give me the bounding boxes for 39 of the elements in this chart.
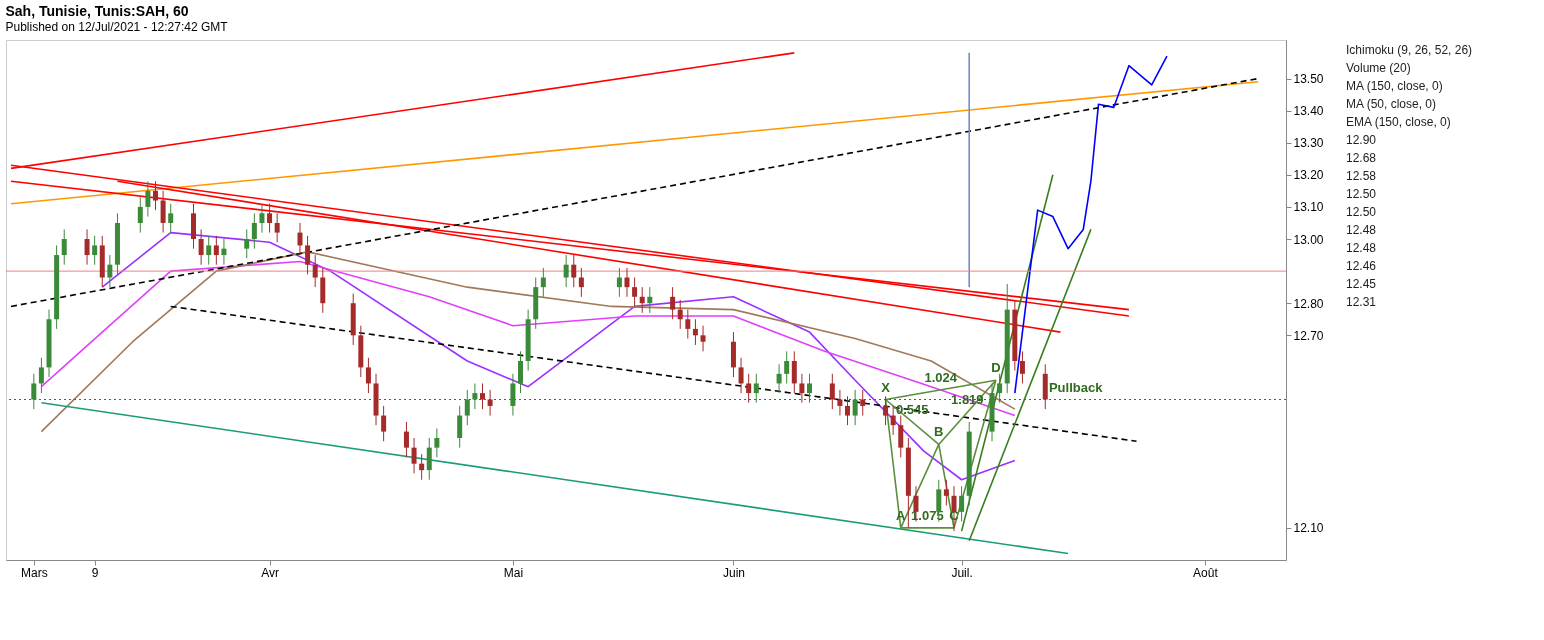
y-tick-label: 13.30: [1293, 136, 1324, 151]
x-tick-label: Mars: [20, 565, 48, 580]
annotation: B: [934, 424, 944, 440]
annotation: D: [991, 360, 1001, 376]
annotation: X: [881, 379, 891, 395]
y-tick-label: 13.20: [1293, 168, 1324, 183]
chart-title: Sah, Tunisie, Tunis:SAH, 60: [5, 3, 189, 20]
text: MA (150, close, 0): [1346, 79, 1443, 93]
text: Ichimoku (9, 26, 52, 26): [1346, 43, 1473, 57]
text: 12.31: [1346, 295, 1377, 309]
text: EMA (150, close, 0): [1346, 115, 1451, 129]
x-tick-label: Avr: [261, 565, 279, 580]
x-tick-label: Juin: [722, 565, 745, 580]
y-tick-label: 12.10: [1293, 521, 1324, 536]
text: 12.50: [1346, 205, 1377, 219]
y-tick-label: 13.10: [1293, 200, 1324, 215]
x-tick-label: Juil.: [951, 565, 973, 580]
text: 12.45: [1346, 277, 1377, 291]
text: 12.48: [1346, 241, 1377, 255]
y-tick-label: 13.50: [1293, 72, 1324, 87]
text: MA (50, close, 0): [1346, 97, 1437, 111]
x-tick-label: Août: [1193, 565, 1219, 580]
annotation: C: [949, 507, 960, 523]
y-tick-label: 12.80: [1293, 296, 1324, 311]
x-tick-label: 9: [91, 565, 99, 580]
y-tick-label: 13.00: [1293, 232, 1324, 247]
y-tick-label: 13.40: [1293, 104, 1324, 119]
text: Volume (20): [1346, 61, 1411, 75]
annotation: Pullback: [1048, 379, 1104, 395]
y-tick-label: 12.70: [1293, 328, 1324, 343]
text: 12.50: [1346, 187, 1377, 201]
text: 12.46: [1346, 259, 1377, 273]
text: 12.48: [1346, 223, 1377, 237]
text: 12.90: [1346, 133, 1377, 147]
x-tick-label: Mai: [503, 565, 524, 580]
text: 12.58: [1346, 169, 1377, 183]
chart-subtitle: Published on 12/Jul/2021 - 12:27:42 GMT: [5, 20, 229, 35]
annotation: 1.024: [924, 369, 958, 385]
text: 12.68: [1346, 151, 1377, 165]
